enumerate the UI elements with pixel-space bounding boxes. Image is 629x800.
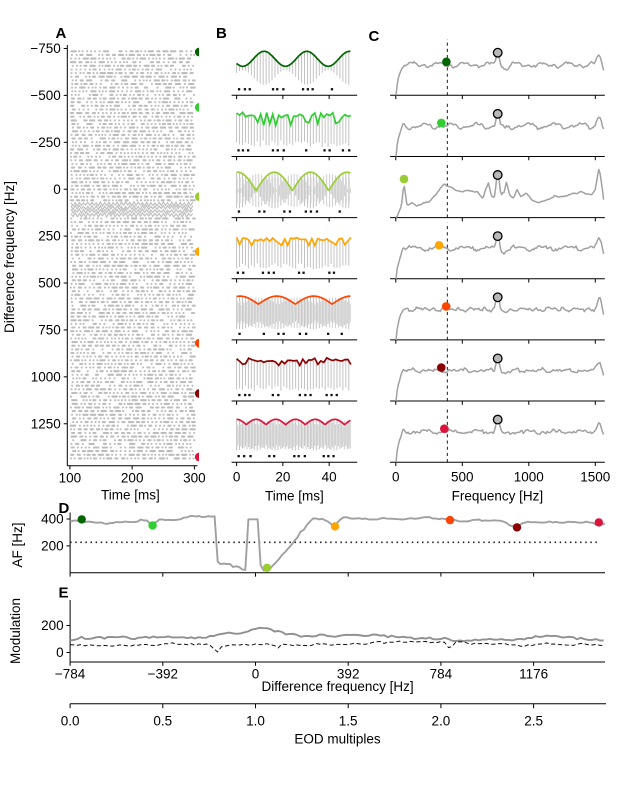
svg-text:40: 40 (322, 470, 337, 485)
svg-text:1500: 1500 (580, 470, 610, 485)
svg-text:A: A (56, 25, 67, 42)
svg-text:Time [ms]: Time [ms] (265, 489, 324, 504)
svg-text:Difference frequency [Hz]: Difference frequency [Hz] (262, 679, 414, 694)
svg-text:−750: −750 (30, 41, 60, 56)
svg-text:392: 392 (337, 667, 360, 682)
svg-text:0: 0 (233, 470, 241, 485)
svg-text:B: B (216, 25, 227, 42)
svg-text:1000: 1000 (31, 369, 61, 384)
svg-text:200: 200 (41, 539, 64, 554)
svg-text:1000: 1000 (514, 470, 544, 485)
svg-text:Modulation: Modulation (8, 598, 23, 664)
svg-text:100: 100 (59, 470, 82, 485)
svg-text:−392: −392 (148, 667, 178, 682)
svg-text:EOD multiples: EOD multiples (294, 732, 381, 747)
svg-text:Time [ms]: Time [ms] (101, 488, 160, 503)
svg-text:−784: −784 (55, 667, 86, 682)
svg-text:−500: −500 (30, 88, 60, 103)
svg-text:1.0: 1.0 (246, 714, 265, 729)
svg-text:Difference frequency [Hz]: Difference frequency [Hz] (2, 181, 17, 333)
svg-text:250: 250 (38, 229, 61, 244)
svg-text:0.0: 0.0 (61, 714, 80, 729)
svg-text:750: 750 (38, 323, 61, 338)
svg-text:20: 20 (275, 470, 290, 485)
svg-text:0: 0 (252, 667, 260, 682)
svg-text:E: E (59, 585, 69, 602)
svg-text:AF [Hz]: AF [Hz] (10, 522, 25, 567)
svg-text:1.5: 1.5 (339, 714, 358, 729)
svg-text:200: 200 (121, 470, 144, 485)
svg-text:400: 400 (41, 512, 64, 527)
svg-text:0.5: 0.5 (153, 714, 172, 729)
svg-text:0: 0 (56, 645, 64, 660)
svg-text:300: 300 (183, 470, 206, 485)
svg-text:C: C (369, 28, 380, 45)
svg-text:Frequency [Hz]: Frequency [Hz] (452, 489, 544, 504)
svg-text:2.0: 2.0 (432, 714, 451, 729)
svg-text:1250: 1250 (31, 416, 61, 431)
svg-text:1176: 1176 (519, 667, 548, 682)
svg-text:2.5: 2.5 (524, 714, 543, 729)
svg-text:500: 500 (38, 276, 61, 291)
svg-text:0: 0 (392, 470, 400, 485)
svg-text:0: 0 (53, 182, 61, 197)
svg-text:500: 500 (451, 470, 474, 485)
svg-text:784: 784 (430, 667, 453, 682)
svg-text:−250: −250 (30, 135, 60, 150)
svg-text:D: D (59, 500, 70, 517)
svg-text:200: 200 (41, 618, 64, 633)
